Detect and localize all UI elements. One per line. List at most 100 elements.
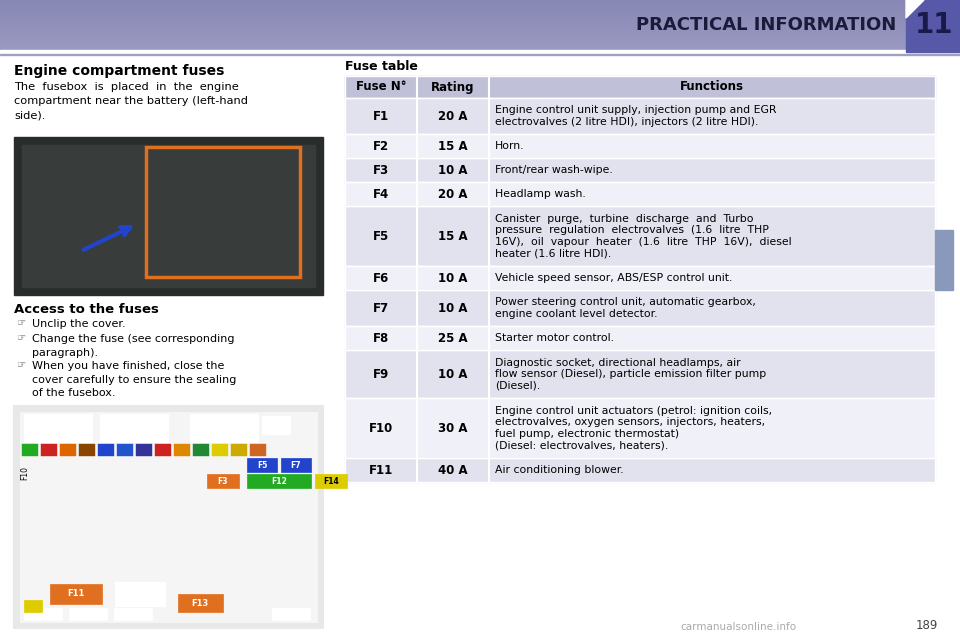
Text: Diagnostic socket, directional headlamps, air: Diagnostic socket, directional headlamps… <box>495 358 740 367</box>
Text: 20 A: 20 A <box>439 188 468 200</box>
Bar <box>0 28 960 29</box>
Bar <box>0 34 960 35</box>
Bar <box>345 350 935 398</box>
Bar <box>24 600 42 612</box>
Bar <box>20 412 317 622</box>
Bar <box>0 9 960 10</box>
Bar <box>0 54 960 55</box>
Bar <box>0 25 960 26</box>
Bar <box>114 608 152 620</box>
Text: Rating: Rating <box>431 81 475 93</box>
Bar <box>0 0 960 1</box>
Bar <box>0 13 960 14</box>
Text: F9: F9 <box>372 367 389 381</box>
Text: Air conditioning blower.: Air conditioning blower. <box>495 465 624 475</box>
Bar <box>24 414 92 442</box>
Text: Engine control unit actuators (petrol: ignition coils,: Engine control unit actuators (petrol: i… <box>495 406 772 416</box>
Bar <box>0 46 960 47</box>
Bar <box>0 30 960 31</box>
Bar <box>0 40 960 41</box>
Bar <box>0 14 960 15</box>
Bar <box>345 206 935 266</box>
Bar <box>0 28 960 29</box>
Bar <box>0 7 960 8</box>
Text: F10: F10 <box>20 466 30 480</box>
Bar <box>0 44 960 45</box>
Bar <box>262 416 290 434</box>
Text: heater (1.6 litre HDI).: heater (1.6 litre HDI). <box>495 248 612 259</box>
Bar <box>0 8 960 10</box>
Text: ☞: ☞ <box>16 318 25 328</box>
Text: Front/rear wash-wipe.: Front/rear wash-wipe. <box>495 165 612 175</box>
Text: 10 A: 10 A <box>439 271 468 285</box>
Bar <box>155 444 171 456</box>
Text: F5: F5 <box>257 461 267 470</box>
Bar <box>100 414 168 442</box>
Text: 15 A: 15 A <box>438 140 468 152</box>
Bar <box>0 49 960 50</box>
Text: Vehicle speed sensor, ABS/ESP control unit.: Vehicle speed sensor, ABS/ESP control un… <box>495 273 732 283</box>
Bar <box>247 458 277 472</box>
Text: Headlamp wash.: Headlamp wash. <box>495 189 586 199</box>
Bar <box>345 206 935 266</box>
Bar <box>345 98 935 134</box>
Bar <box>0 12 960 13</box>
Bar <box>345 182 935 206</box>
Text: The  fusebox  is  placed  in  the  engine
compartment near the battery (left-han: The fusebox is placed in the engine comp… <box>14 82 248 121</box>
Text: 30 A: 30 A <box>439 422 468 435</box>
Text: fuel pump, electronic thermostat): fuel pump, electronic thermostat) <box>495 429 679 439</box>
Bar <box>345 458 935 482</box>
Bar <box>115 582 165 606</box>
Bar <box>24 608 62 620</box>
Text: Change the fuse (see corresponding
paragraph).: Change the fuse (see corresponding parag… <box>32 334 234 358</box>
Text: F3: F3 <box>372 163 389 177</box>
Bar <box>0 20 960 22</box>
Bar <box>0 2 960 3</box>
Bar <box>212 444 228 456</box>
Bar <box>345 350 935 398</box>
Bar <box>345 134 935 158</box>
Text: Canister  purge,  turbine  discharge  and  Turbo: Canister purge, turbine discharge and Tu… <box>495 214 754 224</box>
Bar <box>0 3 960 4</box>
Bar <box>345 158 935 182</box>
Bar <box>41 444 57 456</box>
Bar <box>193 444 209 456</box>
Text: F10: F10 <box>369 422 394 435</box>
Bar <box>0 1 960 2</box>
Bar <box>281 458 311 472</box>
Bar <box>0 38 960 40</box>
Polygon shape <box>906 0 924 18</box>
Bar <box>0 19 960 20</box>
Text: 16V),  oil  vapour  heater  (1.6  litre  THP  16V),  diesel: 16V), oil vapour heater (1.6 litre THP 1… <box>495 237 792 247</box>
Bar <box>60 444 76 456</box>
Bar <box>345 326 935 350</box>
Bar <box>0 5 960 6</box>
Bar <box>0 6 960 7</box>
Bar <box>345 326 935 350</box>
Bar <box>247 474 311 488</box>
Bar <box>0 24 960 25</box>
Text: F3: F3 <box>218 477 228 486</box>
Text: F5: F5 <box>372 230 389 243</box>
Bar <box>0 3 960 4</box>
Bar <box>345 266 935 290</box>
Text: electrovalves (2 litre HDI), injectors (2 litre HDI).: electrovalves (2 litre HDI), injectors (… <box>495 116 758 127</box>
Bar <box>0 48 960 49</box>
Bar <box>0 15 960 16</box>
Bar <box>0 37 960 38</box>
Text: PRACTICAL INFORMATION: PRACTICAL INFORMATION <box>636 16 896 34</box>
Bar <box>178 594 223 612</box>
Text: F4: F4 <box>372 188 389 200</box>
Text: Power steering control unit, automatic gearbox,: Power steering control unit, automatic g… <box>495 297 756 307</box>
Bar <box>345 290 935 326</box>
Bar <box>0 50 960 53</box>
Bar <box>0 18 960 19</box>
Text: Engine control unit supply, injection pump and EGR: Engine control unit supply, injection pu… <box>495 105 777 115</box>
Bar <box>0 26 960 28</box>
Bar <box>207 474 239 488</box>
Text: Fuse table: Fuse table <box>345 60 418 73</box>
Bar <box>0 32 960 33</box>
Bar <box>0 19 960 20</box>
Text: ☞: ☞ <box>16 360 25 370</box>
Text: Functions: Functions <box>680 81 744 93</box>
